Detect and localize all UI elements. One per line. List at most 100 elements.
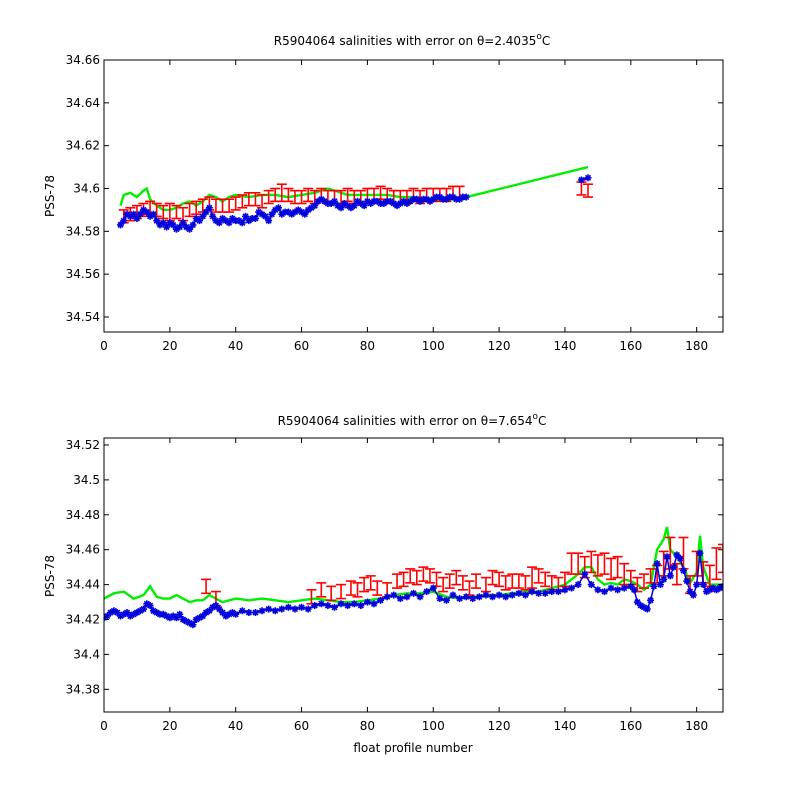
bottom-panel-blue-point	[489, 593, 497, 601]
bottom-panel-blue-point	[140, 605, 148, 613]
top-panel-title: R5904064 salinities with error on θ=2.40…	[274, 32, 551, 48]
bottom-panel-blue-point	[676, 554, 684, 562]
bottom-panel-blue-point	[620, 584, 628, 592]
bottom-panel-error-bar	[444, 573, 455, 589]
top-panel-blue-point	[577, 176, 585, 184]
bottom-panel-blue-point	[245, 609, 253, 617]
bottom-panel-error-bar	[711, 547, 722, 581]
bottom-panel-error-bar	[424, 568, 435, 584]
bottom-panel-blue-point	[482, 591, 490, 599]
top-panel-blue-point	[120, 217, 128, 225]
bottom-panel-error-bar	[599, 552, 610, 575]
top-panel-xtick-label: 100	[422, 339, 445, 353]
bottom-panel-blue-point	[357, 602, 365, 610]
top-panel-ytick-label: 34.54	[66, 310, 100, 324]
bottom-panel-blue-point	[265, 605, 273, 613]
bottom-panel-xtick-label: 0	[100, 719, 108, 733]
bottom-panel-xtick-label: 180	[685, 719, 708, 733]
top-panel-xtick-label: 60	[294, 339, 309, 353]
bottom-panel-error-bar	[201, 578, 212, 595]
top-panel-blue-point	[265, 217, 273, 225]
top-panel-blue-point	[357, 199, 365, 207]
bottom-panel-blue-point	[568, 584, 576, 592]
bottom-panel-blue-point	[693, 581, 701, 589]
bottom-panel-error-bar	[405, 568, 416, 584]
bottom-panel-blue-point	[317, 600, 325, 608]
top-panel-ylabel: PSS-78	[43, 175, 57, 217]
top-panel-blue-point	[251, 214, 259, 222]
bottom-panel-error-bar	[500, 575, 511, 591]
bottom-panel-blue-point	[291, 605, 299, 613]
bottom-panel-blue-point	[146, 602, 154, 610]
top-panel-xtick-label: 20	[162, 339, 177, 353]
bottom-panel-blue-point	[370, 600, 378, 608]
top-panel-blue-point	[238, 219, 246, 227]
bottom-panel-blue-point	[410, 589, 417, 597]
bottom-panel-error-bar	[592, 554, 603, 577]
top-panel-blue-point	[149, 210, 157, 218]
bottom-panel-blue-point	[630, 586, 638, 594]
bottom-panel-blue-point	[679, 567, 687, 575]
top-panel-title-degree: o	[536, 32, 542, 42]
bottom-panel-blue-point	[383, 593, 391, 601]
bottom-panel-blue-point	[581, 570, 589, 578]
bottom-panel-blue-point	[607, 584, 615, 592]
top-panel-xtick-label: 80	[360, 339, 375, 353]
top-panel-error-bar	[191, 200, 202, 216]
top-panel-marks	[116, 165, 594, 233]
bottom-panel-blue-point	[324, 602, 332, 610]
bottom-panel-blue-point	[429, 584, 437, 592]
top-panel-error-bar	[283, 187, 294, 203]
top-panel-ticks: 0 20 40 60 80 100 120 140 160 180 34.54 34.56 34.58 3…	[66, 53, 723, 353]
top-panel-ytick-label: 34.6	[73, 182, 100, 196]
top-panel-blue-point	[423, 195, 431, 203]
bottom-panel-error-bar	[418, 566, 429, 582]
bottom-panel-blue-point	[666, 572, 674, 580]
top-panel-xtick-label: 160	[619, 339, 642, 353]
bottom-panel-blue-point	[521, 591, 529, 599]
bottom-panel-blue-point	[219, 609, 227, 617]
top-panel-error-bar	[224, 198, 235, 213]
bottom-panel-blue-point	[176, 610, 184, 618]
bottom-panel-blue-point	[258, 607, 266, 615]
bottom-panel-blue-point	[232, 610, 240, 618]
bottom-panel-error-bar	[392, 573, 403, 589]
bottom-panel-blue-point	[238, 607, 246, 615]
bottom-panel-error-bar	[451, 569, 462, 586]
bottom-panel-marks	[104, 526, 723, 629]
top-panel-axes-box	[103, 59, 724, 333]
top-panel-xtick-label: 180	[685, 339, 708, 353]
bottom-panel-blue-point	[475, 593, 483, 601]
top-panel: R5904064 salinities with error on θ=2.40…	[43, 32, 724, 353]
top-panel-ytick-label: 34.62	[66, 139, 100, 153]
bottom-panel-blue-point	[423, 588, 431, 596]
bottom-panel-blue-point	[251, 609, 259, 617]
top-panel-error-bar	[230, 196, 241, 211]
bottom-panel-blue-point	[643, 605, 651, 613]
bottom-panel-error-bar	[513, 573, 524, 589]
bottom-panel-error-bar	[411, 569, 422, 586]
bottom-panel-error-bar	[612, 555, 623, 579]
bottom-panel-ticks: 0 20 40 60 80 100 120 140 160 180 34.38 34.4 34.42 34…	[66, 438, 723, 733]
bottom-panel-blue-point	[561, 586, 569, 594]
bottom-panel-error-bar	[438, 576, 449, 593]
top-panel-error-bar	[583, 183, 594, 198]
top-panel-blue-point	[301, 210, 309, 218]
bottom-panel-title: R5904064 salinities with error on θ=7.65…	[278, 412, 547, 428]
bottom-panel-blue-point	[284, 603, 292, 611]
bottom-panel-xlabel: float profile number	[353, 741, 472, 755]
bottom-panel-blue-point	[278, 605, 286, 613]
bottom-panel-blue-point	[600, 588, 608, 596]
bottom-panel-blue-point	[123, 609, 131, 617]
top-panel-error-bar	[184, 202, 195, 218]
top-panel-blue-point	[189, 221, 197, 229]
bottom-panel-axes-box	[103, 437, 724, 713]
top-panel-blue-point	[462, 193, 470, 201]
bottom-panel-ytick-label: 34.5	[73, 473, 100, 487]
bottom-panel-error-bar	[352, 582, 363, 598]
bottom-panel-blue-point	[462, 593, 470, 601]
bottom-panel-error-bar	[365, 575, 376, 591]
top-panel-xtick-label: 140	[554, 339, 577, 353]
bottom-panel-error-bar	[372, 580, 383, 596]
top-panel-error-bar	[158, 204, 169, 220]
